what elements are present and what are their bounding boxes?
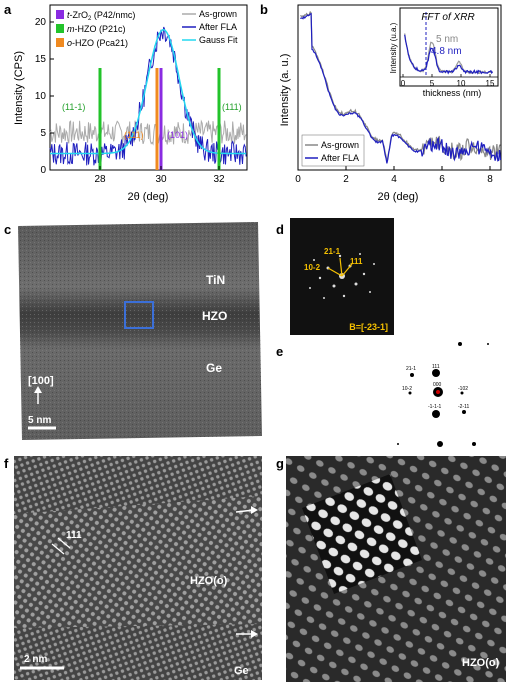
fft-label-10-2: 10-2: [304, 263, 321, 272]
svg-text:5: 5: [430, 79, 435, 88]
averaged-inset: [302, 474, 422, 594]
roi-box: [124, 301, 154, 329]
legend-t-zro2: t-ZrO2 (P42/nmc): [67, 10, 135, 22]
svg-text:15: 15: [486, 79, 495, 88]
x-tick-28: 28: [94, 174, 106, 185]
svg-text:0: 0: [295, 174, 301, 185]
legend-after-fla: After FLA: [199, 22, 237, 32]
panel-letter-a: a: [4, 2, 12, 17]
zone-axis-label: B=[-23-1]: [349, 322, 388, 332]
svg-text:0: 0: [401, 79, 406, 88]
inset-val-5nm: 5 nm: [436, 34, 458, 45]
label-tin: TiN: [206, 273, 225, 287]
xrd-chart: 28 30 32 0 5 10 15 20 2θ (deg) Intensity…: [13, 4, 248, 203]
y-tick-0: 0: [40, 165, 46, 176]
legend-gauss-fit: Gauss Fit: [199, 35, 238, 45]
hrtem-image-f: 111 HZO(o) Ge 2 nm: [14, 456, 262, 680]
scale-label-f: 2 nm: [24, 654, 47, 665]
diff-label-21-1: 21-1: [406, 366, 416, 372]
label-ge-f: Ge: [234, 665, 249, 677]
y-axis-label-b: Intensity (a. u.): [279, 54, 291, 127]
svg-text:6: 6: [439, 174, 445, 185]
legend-as-grown: As-grown: [199, 9, 237, 19]
diff-label-111: 111: [432, 364, 440, 370]
label-hzo-o-g: HZO(o): [462, 657, 500, 669]
diff-label-neg102: -102: [458, 386, 468, 392]
legend-m-hzo: m-HZO (P21c): [67, 24, 126, 34]
panel-letter-e: e: [276, 344, 284, 359]
diff-label-neg1-1-1: -1-1-1: [428, 404, 442, 410]
legend-o-hzo: o-HZO (Pca21): [67, 38, 128, 48]
label-ge-c: Ge: [206, 361, 222, 375]
x-tick-32: 32: [213, 174, 225, 185]
diffraction-sim-e: 21-1 111 000 10-2 -102 -1-1-1 -2-11: [397, 342, 489, 447]
panel-letter-d: d: [276, 222, 284, 237]
tem-image-c: TiN HZO Ge [100] 5 nm: [18, 222, 262, 440]
xrr-chart: 0 2 4 6 8 2θ (deg) Intensity (a. u.) As-…: [279, 4, 502, 203]
diff-label-000: 000: [433, 382, 442, 388]
series-as-grown: [49, 119, 247, 146]
diff-label-neg2-11: -2-11: [458, 404, 470, 410]
panel-letter-f: f: [4, 456, 9, 471]
inset-xlabel: thickness (nm): [423, 88, 482, 98]
y-tick-5: 5: [40, 128, 46, 139]
lattice-image-g: HZO(o): [286, 456, 506, 682]
y-axis-label-a: Intensity (CPS): [13, 51, 25, 125]
xrr-after-fla: [300, 13, 502, 164]
fft-label-111: 111: [350, 257, 363, 266]
inset-ylabel: Intensity (u.a.): [389, 22, 398, 73]
y-tick-20: 20: [35, 17, 47, 28]
peak-label-11-1: (11-1): [62, 102, 85, 112]
fft-label-21-1: 21-1: [324, 247, 341, 256]
scale-label-c: 5 nm: [28, 415, 51, 426]
svg-text:2: 2: [343, 174, 349, 185]
inset-title: FFT of XRR: [421, 12, 474, 23]
fft-image-d: 21-1 10-2 111 B=[-23-1]: [290, 218, 394, 335]
peak-label-m-111: (111): [222, 102, 242, 112]
legend-b-as-grown: As-grown: [321, 140, 359, 150]
peak-label-o-111: (111): [124, 130, 144, 140]
svg-text:10: 10: [457, 79, 466, 88]
svg-text:4: 4: [391, 174, 397, 185]
plane-label-111: 111: [66, 530, 82, 541]
svg-text:8: 8: [487, 174, 493, 185]
panel-letter-b: b: [260, 2, 268, 17]
panel-letter-g: g: [276, 456, 284, 471]
series-gauss-fit: [50, 29, 247, 155]
legend-b-after-fla: After FLA: [321, 153, 359, 163]
inset-val-48nm: 4.8 nm: [431, 46, 462, 57]
label-hzo-c: HZO: [202, 309, 227, 323]
label-hzo-o-f: HZO(o): [190, 575, 228, 587]
diff-label-10-2: 10-2: [402, 386, 412, 392]
peak-label-t-101: (101): [167, 130, 188, 140]
y-tick-15: 15: [35, 54, 47, 65]
x-axis-label-b: 2θ (deg): [378, 191, 419, 203]
label-dir-100: [100]: [28, 375, 54, 387]
plot-frame-a: [49, 4, 248, 171]
panel-letter-c: c: [4, 222, 12, 237]
x-tick-30: 30: [155, 174, 167, 185]
x-axis-label-a: 2θ (deg): [128, 191, 169, 203]
y-tick-10: 10: [35, 91, 47, 102]
